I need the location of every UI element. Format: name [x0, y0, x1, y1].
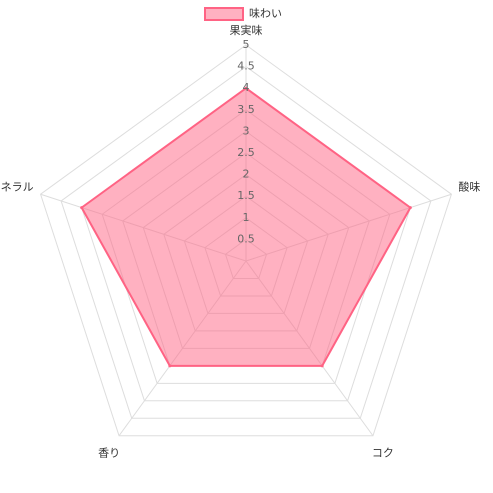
grid-ring [60, 65, 432, 419]
legend: 味わい [204, 7, 282, 21]
category-label: 果実味 [230, 23, 263, 37]
r-tick-label: 3.5 [237, 103, 255, 116]
r-tick-label: 3 [243, 124, 250, 137]
data-point [80, 206, 84, 210]
category-label: ミネラル [0, 180, 34, 193]
grid-ring [39, 44, 453, 437]
r-tick-label: 1 [243, 211, 250, 224]
legend-label: 味わい [249, 7, 282, 20]
r-tick-label: 4 [243, 81, 250, 94]
category-label: 酸味 [458, 179, 480, 193]
data-point [168, 364, 172, 368]
r-tick-label: 0.5 [237, 232, 255, 245]
r-tick-label: 4.5 [237, 60, 255, 73]
r-tick-label: 2 [243, 168, 250, 181]
data-point [408, 206, 412, 210]
legend-swatch [204, 7, 244, 21]
data-point [244, 86, 248, 90]
category-label: コク [372, 447, 394, 460]
r-tick-label: 1.5 [237, 189, 255, 202]
r-tick-label: 2.5 [237, 146, 255, 159]
r-tick-label: 5 [243, 38, 250, 51]
category-label: 香り [98, 447, 120, 460]
data-area [80, 86, 412, 367]
data-point [320, 364, 324, 368]
